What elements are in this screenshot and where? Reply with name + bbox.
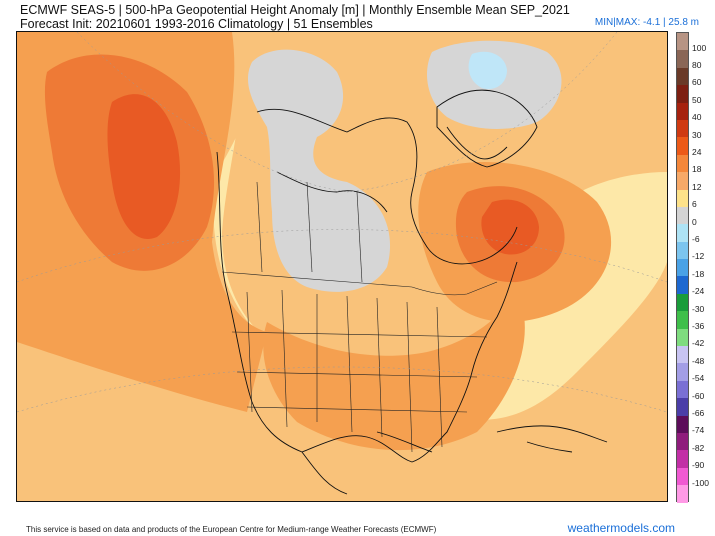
colorbar-label: 6 bbox=[692, 199, 697, 210]
colorbar-cell bbox=[677, 398, 688, 416]
colorbar-label: 40 bbox=[692, 112, 702, 123]
colorbar-label: -60 bbox=[692, 390, 705, 401]
min-max-readout: MIN|MAX: -4.1 | 25.8 m bbox=[594, 17, 699, 28]
colorbar-label: -24 bbox=[692, 286, 705, 297]
colorbar-label: -82 bbox=[692, 442, 705, 453]
colorbar-cell bbox=[677, 276, 688, 294]
colorbar-label: 24 bbox=[692, 147, 702, 158]
colorbar-cell bbox=[677, 154, 688, 173]
colorbar-cell bbox=[677, 50, 688, 68]
colorbar-cell bbox=[677, 102, 688, 120]
colorbar-cell bbox=[677, 259, 688, 277]
colorbar-label: -30 bbox=[692, 303, 705, 314]
coastlines bbox=[216, 89, 608, 495]
colorbar-label: -12 bbox=[692, 251, 705, 262]
colorbar-cell bbox=[677, 380, 688, 399]
colorbar-label: 30 bbox=[692, 129, 702, 140]
colorbar-cell bbox=[677, 119, 688, 138]
brand-link[interactable]: weathermodels.com bbox=[567, 521, 675, 535]
colorbar-label: -54 bbox=[692, 373, 705, 384]
colorbar-cell bbox=[677, 293, 688, 312]
colorbar-cell bbox=[677, 415, 688, 433]
colorbar-cell bbox=[677, 137, 688, 155]
colorbar-cell bbox=[677, 206, 688, 225]
colorbar-cell bbox=[677, 363, 688, 381]
colorbar-cell bbox=[677, 189, 688, 207]
colorbar-cell bbox=[677, 33, 688, 51]
colorbar-label: -42 bbox=[692, 338, 705, 349]
colorbar-cell bbox=[677, 328, 688, 347]
political-borders bbox=[221, 181, 498, 453]
field-red-orange-west bbox=[107, 94, 181, 239]
colorbar-cell bbox=[677, 346, 688, 364]
attribution-text: This service is based on data and produc… bbox=[26, 525, 437, 534]
colorbar-label: -36 bbox=[692, 321, 705, 332]
colorbar-cell bbox=[677, 311, 688, 329]
map-canvas bbox=[17, 32, 667, 501]
colorbar-label: -74 bbox=[692, 425, 705, 436]
colorbar-label: -66 bbox=[692, 408, 705, 419]
colorbar-label: 80 bbox=[692, 60, 702, 71]
field-light-blue-greenland bbox=[468, 51, 507, 90]
colorbar-cell bbox=[677, 67, 688, 86]
map-title: ECMWF SEAS-5 | 500-hPa Geopotential Heig… bbox=[20, 3, 570, 17]
graticule bbox=[17, 32, 667, 413]
colorbar-cell bbox=[677, 224, 688, 242]
colorbar-label: 18 bbox=[692, 164, 702, 175]
colorbar-cell bbox=[677, 432, 688, 451]
colorbar-cell bbox=[677, 450, 688, 468]
colorbar-cell bbox=[677, 172, 688, 190]
colorbar-label: -100 bbox=[692, 477, 710, 488]
colorbar bbox=[676, 32, 689, 503]
colorbar-label: -48 bbox=[692, 355, 705, 366]
anomaly-map bbox=[16, 31, 668, 502]
colorbar-label: 0 bbox=[692, 216, 697, 227]
colorbar-label: -90 bbox=[692, 460, 705, 471]
colorbar-cell bbox=[677, 467, 688, 486]
colorbar-cell bbox=[677, 241, 688, 260]
colorbar-cell bbox=[677, 85, 688, 103]
colorbar-label: 50 bbox=[692, 94, 702, 105]
colorbar-label: 12 bbox=[692, 181, 702, 192]
field-orange-southeast bbox=[263, 292, 525, 451]
map-subtitle: Forecast Init: 20210601 1993-2016 Climat… bbox=[20, 17, 373, 31]
colorbar-cell bbox=[677, 485, 688, 503]
colorbar-label: -18 bbox=[692, 268, 705, 279]
colorbar-label: 60 bbox=[692, 77, 702, 88]
colorbar-label: 100 bbox=[692, 42, 707, 53]
colorbar-label: -6 bbox=[692, 234, 700, 245]
